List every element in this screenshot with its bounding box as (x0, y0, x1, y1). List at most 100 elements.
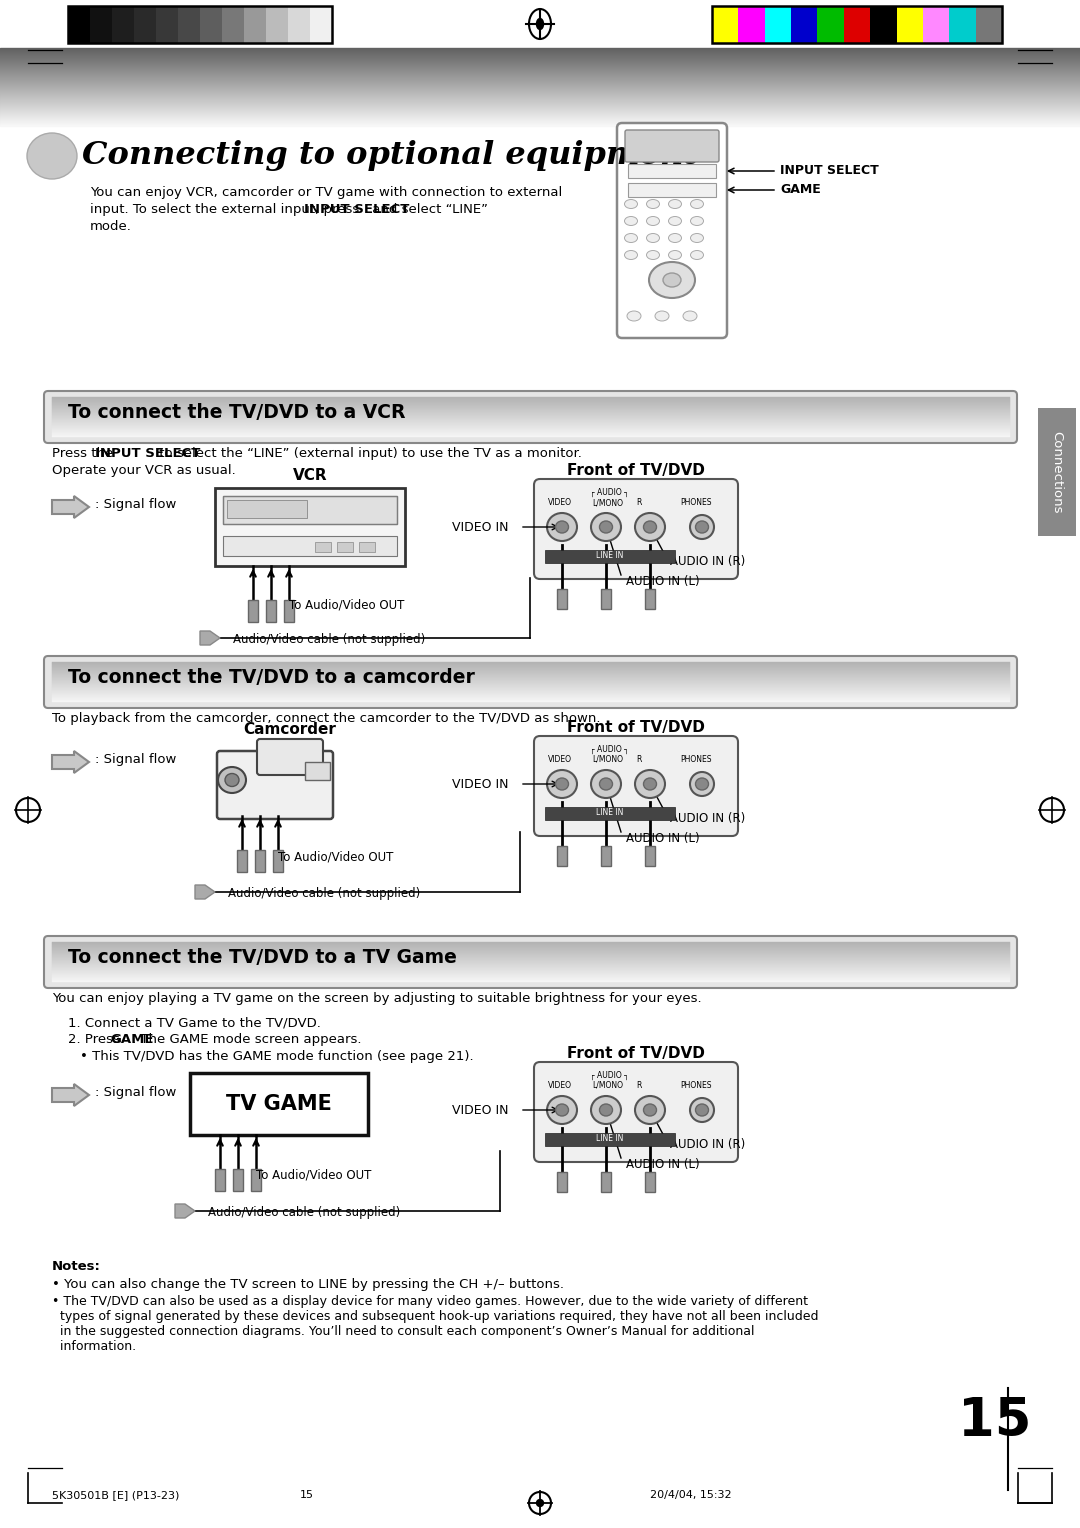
Bar (112, 6, 135, 43)
Ellipse shape (663, 274, 681, 287)
Ellipse shape (690, 1099, 714, 1122)
Text: 15: 15 (958, 1395, 1031, 1447)
Bar (870, 6, 897, 43)
Text: AUDIO IN (L): AUDIO IN (L) (626, 1158, 700, 1170)
Text: L/MONO: L/MONO (592, 498, 623, 507)
Text: Audio/Video cable (not supplied): Audio/Video cable (not supplied) (233, 633, 426, 646)
Text: • This TV/DVD has the GAME mode function (see page 21).: • This TV/DVD has the GAME mode function… (80, 1050, 474, 1063)
Bar (222, 497, 397, 524)
Ellipse shape (690, 772, 714, 796)
Text: Audio/Video cable (not supplied): Audio/Video cable (not supplied) (208, 1206, 401, 1219)
Ellipse shape (546, 1096, 577, 1125)
Bar (305, 762, 330, 779)
Text: R: R (636, 498, 642, 507)
Ellipse shape (599, 1105, 612, 1115)
Text: VIDEO: VIDEO (548, 1080, 572, 1089)
Bar (266, 6, 288, 43)
Text: Front of TV/DVD: Front of TV/DVD (567, 720, 705, 735)
Text: Press the: Press the (52, 448, 118, 460)
Text: • The TV/DVD can also be used as a display device for many video games. However,: • The TV/DVD can also be used as a displ… (52, 1296, 808, 1308)
Ellipse shape (647, 217, 660, 226)
Bar (68, 6, 332, 43)
Text: Notes:: Notes: (52, 1261, 100, 1273)
Bar (244, 6, 267, 43)
Text: 20/4/04, 15:32: 20/4/04, 15:32 (650, 1490, 731, 1500)
Text: L/MONO: L/MONO (592, 755, 623, 764)
Bar (227, 500, 307, 518)
Text: R: R (636, 1080, 642, 1089)
Ellipse shape (591, 770, 621, 798)
Text: PHONES: PHONES (680, 1080, 712, 1089)
Bar (896, 6, 923, 43)
Text: Front of TV/DVD: Front of TV/DVD (567, 463, 705, 478)
Ellipse shape (696, 778, 708, 790)
Text: TV GAME: TV GAME (226, 1094, 332, 1114)
Ellipse shape (669, 200, 681, 208)
Text: Front of TV/DVD: Front of TV/DVD (567, 1047, 705, 1060)
Ellipse shape (635, 770, 665, 798)
Text: : Signal flow: : Signal flow (95, 753, 176, 766)
Text: Camcorder: Camcorder (244, 723, 337, 736)
Ellipse shape (696, 1105, 708, 1115)
Bar (712, 6, 1002, 43)
Ellipse shape (649, 261, 696, 298)
Bar (156, 6, 178, 43)
Ellipse shape (599, 521, 612, 533)
Text: To Audio/Video OUT: To Audio/Video OUT (278, 850, 393, 863)
Text: . The GAME mode screen appears.: . The GAME mode screen appears. (132, 1033, 362, 1047)
Bar (200, 6, 222, 43)
Text: VIDEO: VIDEO (548, 498, 572, 507)
Ellipse shape (624, 251, 637, 260)
Text: information.: information. (52, 1340, 136, 1352)
Bar (233, 1169, 243, 1190)
Polygon shape (200, 631, 220, 645)
Text: PHONES: PHONES (680, 498, 712, 507)
Text: ┌ AUDIO ┐: ┌ AUDIO ┐ (590, 487, 629, 497)
Bar (134, 6, 157, 43)
Bar (68, 6, 91, 43)
FancyBboxPatch shape (625, 130, 719, 162)
Bar (310, 6, 333, 43)
Ellipse shape (690, 251, 703, 260)
Ellipse shape (690, 515, 714, 539)
Ellipse shape (644, 778, 657, 790)
Text: AUDIO IN (R): AUDIO IN (R) (670, 1138, 745, 1151)
Text: AUDIO IN (L): AUDIO IN (L) (626, 575, 700, 588)
Text: To Audio/Video OUT: To Audio/Video OUT (289, 597, 404, 611)
FancyBboxPatch shape (44, 937, 1017, 989)
Ellipse shape (591, 513, 621, 541)
Polygon shape (52, 497, 89, 518)
Text: AUDIO IN (R): AUDIO IN (R) (670, 811, 745, 825)
Bar (557, 588, 567, 610)
Bar (0, 0, 1080, 50)
Bar (222, 6, 244, 43)
Ellipse shape (218, 767, 246, 793)
Ellipse shape (546, 770, 577, 798)
Ellipse shape (537, 18, 543, 29)
FancyBboxPatch shape (257, 740, 323, 775)
Text: input. To select the external input, press: input. To select the external input, pre… (90, 203, 364, 215)
Bar (359, 542, 375, 552)
Bar (557, 1172, 567, 1192)
Bar (712, 6, 739, 43)
Ellipse shape (647, 251, 660, 260)
Ellipse shape (555, 1105, 568, 1115)
Ellipse shape (624, 217, 637, 226)
Bar (545, 1132, 675, 1146)
Bar (627, 183, 716, 197)
Ellipse shape (599, 778, 612, 790)
Text: ┌ AUDIO ┐: ┌ AUDIO ┐ (590, 746, 629, 755)
Ellipse shape (555, 521, 568, 533)
Ellipse shape (690, 200, 703, 208)
Bar (545, 550, 675, 562)
Ellipse shape (627, 312, 642, 321)
Ellipse shape (546, 513, 577, 541)
Text: R: R (636, 755, 642, 764)
Ellipse shape (27, 133, 77, 179)
Text: LINE IN: LINE IN (596, 1134, 623, 1143)
Bar (765, 6, 792, 43)
Bar (90, 6, 112, 43)
Bar (843, 6, 870, 43)
Text: 2. Press: 2. Press (68, 1033, 124, 1047)
Ellipse shape (537, 1499, 543, 1507)
